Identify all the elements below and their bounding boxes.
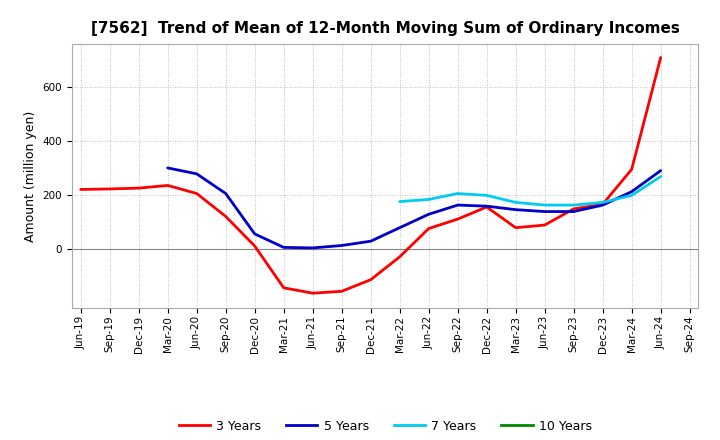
Y-axis label: Amount (million yen): Amount (million yen) — [24, 110, 37, 242]
Title: [7562]  Trend of Mean of 12-Month Moving Sum of Ordinary Incomes: [7562] Trend of Mean of 12-Month Moving … — [91, 21, 680, 36]
Legend: 3 Years, 5 Years, 7 Years, 10 Years: 3 Years, 5 Years, 7 Years, 10 Years — [174, 414, 597, 437]
